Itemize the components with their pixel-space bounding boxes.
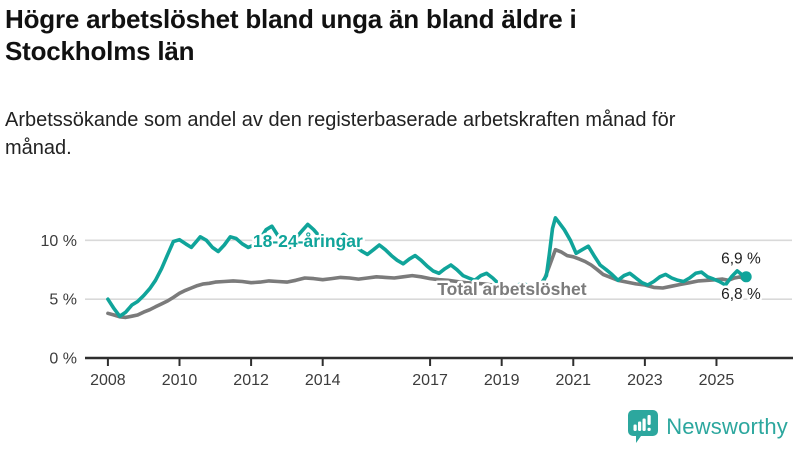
x-tick-label: 2012 bbox=[233, 372, 269, 389]
logo-exclamation-dot bbox=[647, 427, 651, 431]
x-tick-label: 2010 bbox=[162, 372, 198, 389]
newsworthy-logo[interactable]: Newsworthy bbox=[628, 410, 788, 443]
y-tick-label: 10 % bbox=[41, 233, 77, 250]
x-tick-label: 2021 bbox=[555, 372, 591, 389]
unemployment-line-chart: 0 % 5 % 10 % 2008 2010 2012 2014 2017 2019 2021 20… bbox=[41, 216, 793, 389]
logo-bar-2 bbox=[638, 421, 642, 431]
y-tick-label: 5 % bbox=[49, 292, 77, 309]
series-label: Total arbetslöshet bbox=[437, 279, 587, 299]
x-tick-label: 2019 bbox=[484, 372, 520, 389]
series-label: 18-24-åringar bbox=[253, 231, 363, 251]
end-value-label: 6,9 % bbox=[721, 251, 761, 268]
y-tick-label: 0 % bbox=[49, 351, 77, 368]
logo-bar-3 bbox=[642, 418, 646, 431]
series-line-youth bbox=[106, 216, 749, 318]
x-tick-label: 2008 bbox=[90, 372, 126, 389]
logo-bar-1 bbox=[633, 424, 637, 431]
end-value-label: 6,8 % bbox=[721, 286, 761, 303]
series-end-dot bbox=[740, 271, 752, 283]
x-tick-label: 2023 bbox=[627, 372, 663, 389]
newsworthy-logo-text: Newsworthy bbox=[666, 413, 788, 439]
page-subtitle: Arbetssökande som andel av den registerb… bbox=[5, 109, 676, 159]
x-tick-label: 2025 bbox=[699, 372, 735, 389]
page-title: Högre arbetslöshet bland unga än bland ä… bbox=[5, 4, 577, 66]
logo-exclamation-bar bbox=[647, 415, 651, 425]
newsworthy-logo-icon bbox=[628, 410, 659, 443]
x-tick-label: 2014 bbox=[305, 372, 341, 389]
x-tick-label: 2017 bbox=[412, 372, 448, 389]
